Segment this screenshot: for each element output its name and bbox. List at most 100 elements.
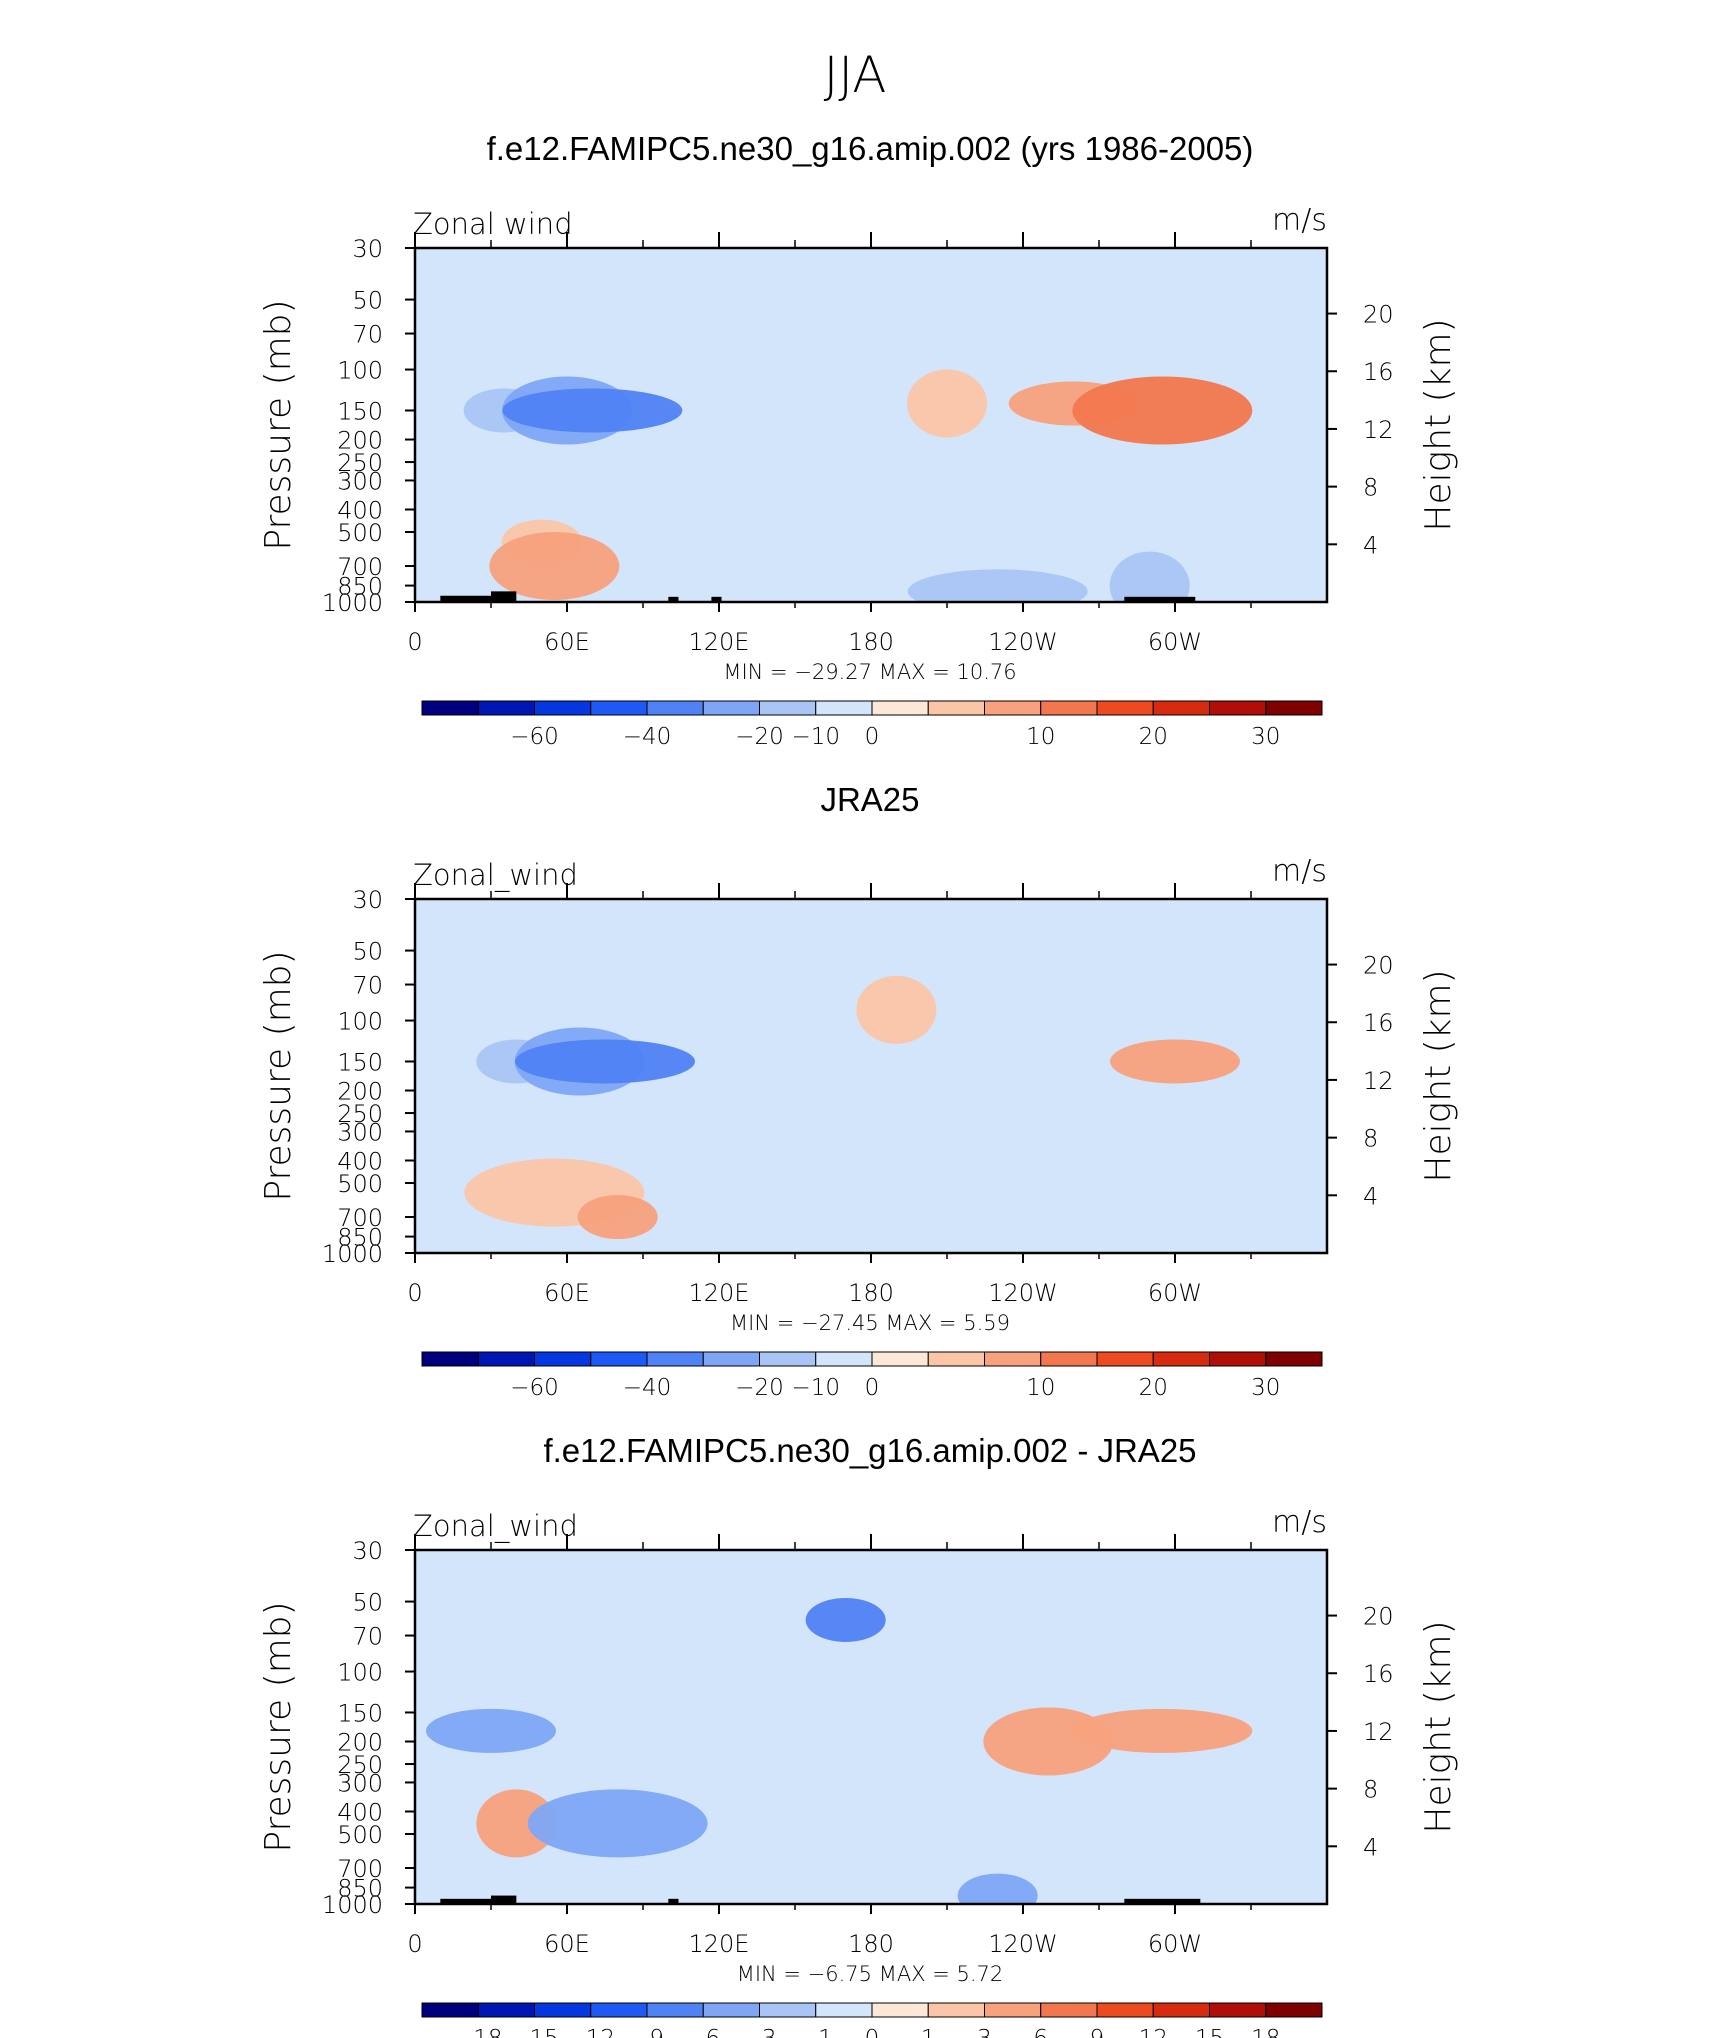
colorbar-swatch xyxy=(534,700,592,716)
colorbar-label: 10 xyxy=(1026,724,1055,750)
colorbar-swatch xyxy=(477,700,535,716)
colorbar-swatch xyxy=(1152,2002,1210,2018)
y-tick-label: 100 xyxy=(337,357,383,385)
y-tick-label: 850 xyxy=(337,1875,383,1903)
topography xyxy=(668,1898,679,1904)
y-tick-label: 150 xyxy=(337,397,383,425)
topography xyxy=(1124,1898,1201,1904)
contour-region xyxy=(1109,551,1190,602)
colorbar-swatch xyxy=(759,2002,817,2018)
y-tick-label: 1000 xyxy=(322,1891,383,1919)
y-tick-label: 250 xyxy=(337,1100,383,1128)
colorbar-swatch xyxy=(927,700,985,716)
y2-axis-title: Height (km) xyxy=(1418,969,1459,1182)
y-tick-label: 30 xyxy=(352,1537,383,1565)
colorbar-swatch xyxy=(1096,700,1154,716)
y-tick-label: 400 xyxy=(337,1798,383,1826)
colorbar-swatch xyxy=(646,700,704,716)
colorbar-label: 15 xyxy=(1195,2026,1224,2038)
colorbar-swatch xyxy=(1209,1351,1267,1367)
colorbar-swatch xyxy=(1265,700,1323,716)
units-label: m/s xyxy=(1272,1505,1327,1540)
y-tick-label: 70 xyxy=(352,972,383,1000)
colorbar-swatch xyxy=(871,700,929,716)
contour-region xyxy=(426,1708,556,1753)
x-tick-label: 120E xyxy=(689,1930,750,1958)
contour-region xyxy=(805,1597,886,1642)
y-tick-label: 1000 xyxy=(322,589,383,617)
topography xyxy=(491,591,517,602)
topography xyxy=(1124,596,1196,602)
chart-panel-2: JRA25 Zonal_wind m/s 0 60E 120E 180 120W 60W 30 50… xyxy=(258,781,1459,1401)
colorbar-swatch xyxy=(759,1351,817,1367)
x-tick-label: 120E xyxy=(689,628,750,656)
colorbar-label: −60 xyxy=(510,724,559,750)
y2-tick-label: 4 xyxy=(1363,531,1378,559)
variable-label: Zonal wind xyxy=(413,207,573,241)
min-max-label: MIN = −27.45 MAX = 5.59 xyxy=(730,1311,1010,1335)
y-tick-label: 500 xyxy=(337,1170,383,1198)
y-tick-label: 200 xyxy=(337,427,383,455)
y2-tick-label: 20 xyxy=(1363,301,1394,329)
colorbar-label: −18 xyxy=(454,2026,503,2038)
y-tick-label: 850 xyxy=(337,1224,383,1252)
y2-tick-label: 12 xyxy=(1363,1718,1394,1746)
colorbar-label: −10 xyxy=(791,1375,840,1401)
x-tick-label: 60E xyxy=(544,1279,590,1307)
y2-tick-label: 20 xyxy=(1363,1603,1394,1631)
y2-tick-label: 4 xyxy=(1363,1833,1378,1861)
colorbar-swatch xyxy=(984,1351,1042,1367)
colorbar-swatch xyxy=(590,1351,648,1367)
colorbar-swatch xyxy=(1209,2002,1267,2018)
colorbar-swatch xyxy=(815,2002,873,2018)
x-tick-label: 60W xyxy=(1148,628,1202,656)
colorbar: −18 −15 −12 −9 −6 −3 −1 0 1 3 6 9 12 15 18 xyxy=(421,2002,1323,2038)
topography xyxy=(491,1895,517,1904)
colorbar-swatch xyxy=(477,1351,535,1367)
topography xyxy=(440,595,491,602)
colorbar-swatch xyxy=(1265,1351,1323,1367)
colorbar-swatch xyxy=(702,2002,760,2018)
colorbar-swatch xyxy=(590,2002,648,2018)
colorbar-label: 30 xyxy=(1251,724,1280,750)
y-tick-label: 250 xyxy=(337,449,383,477)
colorbar: −60 −40 −20 −10 0 10 20 30 xyxy=(421,1351,1323,1401)
contour-region xyxy=(527,1789,708,1858)
colorbar-label: 10 xyxy=(1026,1375,1055,1401)
y2-axis-title: Height (km) xyxy=(1418,318,1459,531)
colorbar-swatch xyxy=(815,700,873,716)
x-tick-label: 120E xyxy=(689,1279,750,1307)
colorbar-swatch xyxy=(1209,700,1267,716)
x-tick-label: 180 xyxy=(848,1930,894,1958)
colorbar-swatch xyxy=(1096,1351,1154,1367)
colorbar-swatch xyxy=(646,1351,704,1367)
y2-tick-label: 12 xyxy=(1363,416,1394,444)
panel-title: JRA25 xyxy=(820,781,919,818)
colorbar-label: 3 xyxy=(977,2026,992,2038)
colorbar-label: 0 xyxy=(865,2026,880,2038)
y-axis-title: Pressure (mb) xyxy=(258,950,299,1201)
topography xyxy=(440,1898,491,1904)
x-tick-label: 120W xyxy=(988,1930,1058,1958)
colorbar-label: 30 xyxy=(1251,1375,1280,1401)
y-tick-label: 70 xyxy=(352,1623,383,1651)
colorbar-label: −40 xyxy=(623,724,672,750)
units-label: m/s xyxy=(1272,854,1327,889)
contour-region xyxy=(489,531,620,600)
y2-tick-label: 4 xyxy=(1363,1182,1378,1210)
y-tick-label: 700 xyxy=(337,1855,383,1883)
y2-tick-label: 8 xyxy=(1363,1125,1378,1153)
colorbar-label: −40 xyxy=(623,1375,672,1401)
y-tick-label: 400 xyxy=(337,1147,383,1175)
y2-axis-title: Height (km) xyxy=(1418,1620,1459,1833)
colorbar-swatch xyxy=(702,1351,760,1367)
y-tick-label: 100 xyxy=(337,1659,383,1687)
y-tick-label: 70 xyxy=(352,321,383,349)
variable-label: Zonal_wind xyxy=(413,858,578,893)
contour-field xyxy=(415,899,1327,1253)
min-max-label: MIN = −6.75 MAX = 5.72 xyxy=(737,1962,1004,1986)
colorbar-label: −10 xyxy=(791,724,840,750)
colorbar-label: −1 xyxy=(799,2026,833,2038)
y-tick-label: 850 xyxy=(337,573,383,601)
